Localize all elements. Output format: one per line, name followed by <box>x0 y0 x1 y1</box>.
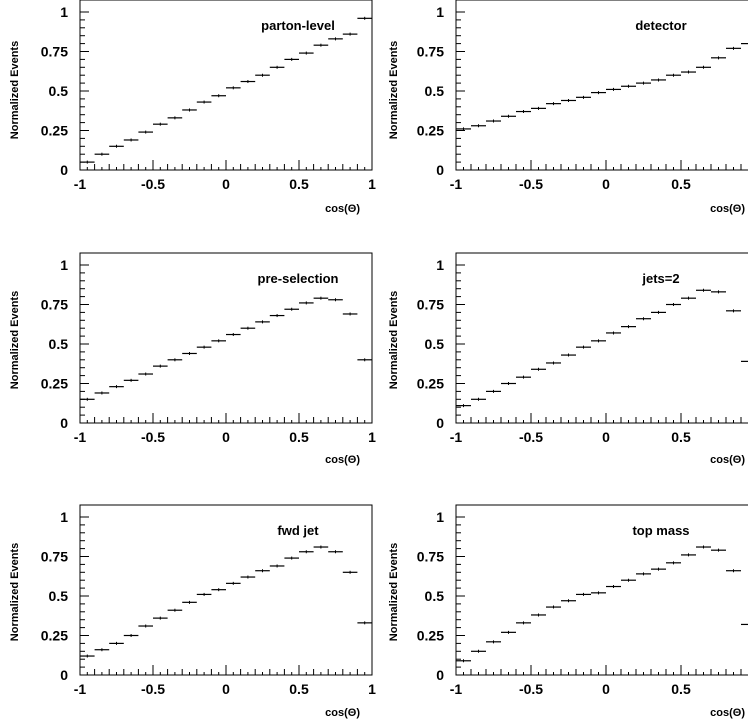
x-tick-label: 0.5 <box>289 681 309 697</box>
y-tick-label: 0.5 <box>425 336 445 352</box>
y-tick-label: 0 <box>436 415 444 431</box>
y-tick-label: 0.5 <box>49 588 69 604</box>
y-tick-label: 0 <box>60 162 68 178</box>
x-axis-label: cos(Θ) <box>325 454 360 466</box>
x-tick-label: 0.5 <box>289 176 309 192</box>
x-axis-label: cos(Θ) <box>325 707 360 719</box>
x-tick-label: 0 <box>602 681 610 697</box>
plot-frame <box>455 252 748 424</box>
plot-frame <box>455 0 748 171</box>
x-tick-label: 0.5 <box>671 681 691 697</box>
x-tick-label: 1 <box>368 429 376 445</box>
y-tick-label: 0.25 <box>41 628 68 644</box>
x-tick-label: 0 <box>222 429 230 445</box>
chart-panel-detector: 00.250.50.751-1-0.500.51detectorcos(Θ)No… <box>388 0 748 215</box>
x-tick-label: 0.5 <box>671 176 691 192</box>
y-tick-label: 0 <box>436 162 444 178</box>
y-tick-label: 1 <box>60 257 68 273</box>
chart-panel-fwd-jet: 0 0.25 0.5 0.75 1 -1 -0.5 0 0.5 1 fwd jet cos(Θ) Nor… <box>9 504 376 719</box>
chart-panel-jets-2: 00.250.50.751-1-0.500.51jets=2cos(Θ)Norm… <box>388 252 748 466</box>
panel-label: detector <box>635 18 686 33</box>
y-axis-label: Normalized Events <box>9 41 21 139</box>
chart-panel-pre-selection: 0 0.25 0.5 0.75 1 -1 -0.5 0 0.5 1 pre-selection cos… <box>9 252 376 466</box>
y-tick-label: 0.25 <box>41 123 68 139</box>
x-tick-label: 0.5 <box>289 429 309 445</box>
x-axis-label: cos(Θ) <box>325 203 360 215</box>
y-axis-label: Normalized Events <box>9 543 21 641</box>
x-tick-label: 1 <box>368 681 376 697</box>
x-tick-label: -0.5 <box>141 681 165 697</box>
y-tick-label: 0.75 <box>41 297 68 313</box>
y-tick-label: 0.75 <box>417 549 444 565</box>
y-tick-label: 0.75 <box>417 44 444 60</box>
x-tick-label: 0 <box>602 176 610 192</box>
y-tick-label: 0.25 <box>417 376 444 392</box>
y-tick-label: 0.5 <box>425 588 445 604</box>
y-tick-label: 1 <box>60 509 68 525</box>
y-axis-label: Normalized Events <box>388 291 400 389</box>
x-tick-label: -0.5 <box>519 429 543 445</box>
x-tick-label: -1 <box>450 681 463 697</box>
panel-label: top mass <box>632 523 689 538</box>
x-axis-label: cos(Θ) <box>710 454 745 466</box>
y-tick-label: 0.75 <box>417 297 444 313</box>
y-tick-label: 1 <box>436 257 444 273</box>
x-tick-label: -1 <box>450 176 463 192</box>
panel-label: parton-level <box>261 18 335 33</box>
panel-label: jets=2 <box>641 271 679 286</box>
x-axis-label: cos(Θ) <box>710 203 745 215</box>
y-tick-label: 0.75 <box>41 549 68 565</box>
y-tick-label: 0.25 <box>417 628 444 644</box>
y-tick-label: 1 <box>436 509 444 525</box>
x-tick-label: 0.5 <box>671 429 691 445</box>
panel-label: fwd jet <box>277 523 319 538</box>
y-tick-label: 1 <box>60 4 68 20</box>
y-axis-label: Normalized Events <box>388 543 400 641</box>
x-axis-label: cos(Θ) <box>710 707 745 719</box>
y-tick-label: 0.25 <box>41 376 68 392</box>
x-tick-label: 1 <box>368 176 376 192</box>
plot-frame <box>455 504 748 676</box>
y-tick-label: 0 <box>60 415 68 431</box>
y-tick-label: 0.5 <box>49 83 69 99</box>
y-tick-label: 0.25 <box>417 123 444 139</box>
x-tick-label: 0 <box>602 429 610 445</box>
x-tick-label: -1 <box>450 429 463 445</box>
chart-panel-top-mass: 00.250.50.751-1-0.500.51top masscos(Θ)No… <box>388 504 748 719</box>
y-tick-label: 0.5 <box>49 336 69 352</box>
y-axis-label: Normalized Events <box>388 41 400 139</box>
panel-label: pre-selection <box>258 271 339 286</box>
y-tick-label: 0.75 <box>41 44 68 60</box>
y-tick-label: 0 <box>436 667 444 683</box>
x-tick-label: -0.5 <box>519 681 543 697</box>
x-tick-label: -1 <box>74 176 87 192</box>
x-tick-label: -1 <box>74 429 87 445</box>
y-tick-label: 0.5 <box>425 83 445 99</box>
x-tick-label: -1 <box>74 681 87 697</box>
x-tick-label: 0 <box>222 681 230 697</box>
x-tick-label: -0.5 <box>141 429 165 445</box>
chart-panel-parton-level: 0 0.25 0.5 0.75 1 -1 -0.5 0 0.5 1 parton-level cos(… <box>9 0 376 215</box>
y-tick-label: 0 <box>60 667 68 683</box>
y-axis-label: Normalized Events <box>9 291 21 389</box>
x-tick-label: -0.5 <box>519 176 543 192</box>
y-tick-label: 1 <box>436 4 444 20</box>
x-tick-label: 0 <box>222 176 230 192</box>
x-tick-label: -0.5 <box>141 176 165 192</box>
